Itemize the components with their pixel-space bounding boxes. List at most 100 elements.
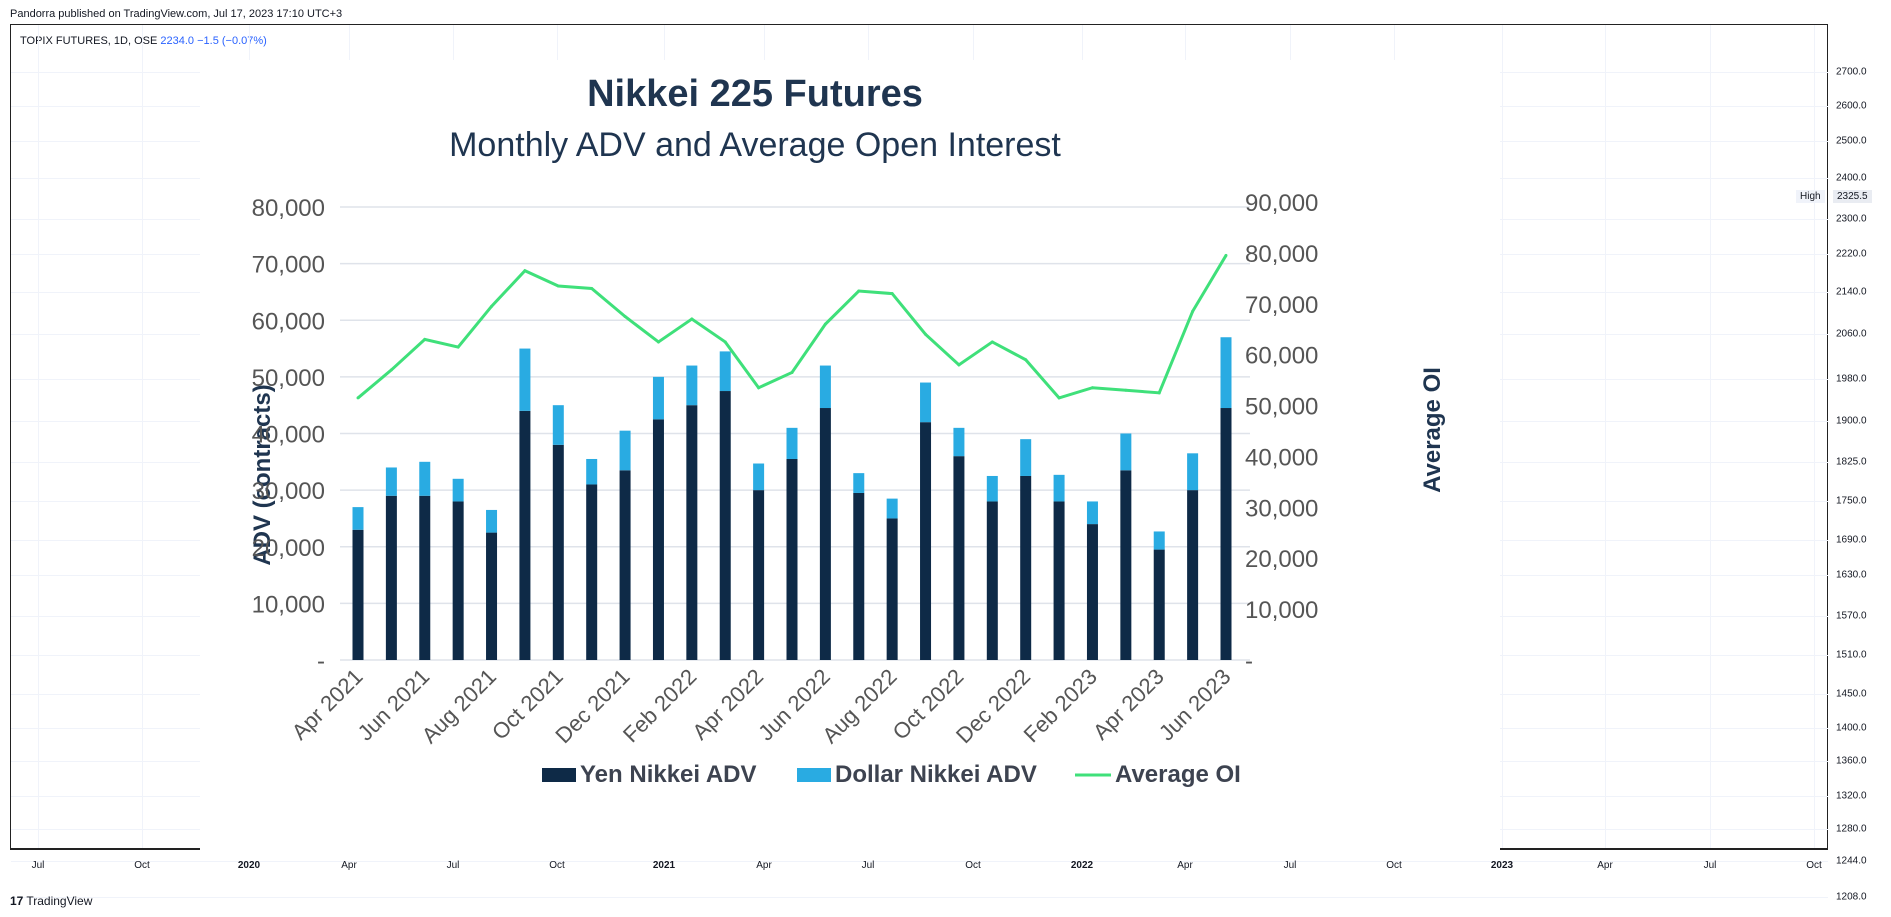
average-oi-point xyxy=(857,289,861,293)
bar-dollar-adv xyxy=(619,430,631,471)
y-tick-label: 30,000 xyxy=(252,478,325,505)
price-axis-label: 2140.0 xyxy=(1836,286,1867,298)
bar-dollar-adv xyxy=(886,498,898,519)
bar-yen-adv xyxy=(552,444,564,660)
legend-label: Average OI xyxy=(1115,761,1241,788)
high-value: 2325.5 xyxy=(1833,190,1872,203)
vertical-gridline xyxy=(142,25,143,848)
horizontal-gridline xyxy=(11,861,1828,863)
average-oi-point xyxy=(1191,309,1195,313)
time-axis-label: Apr xyxy=(1597,860,1613,871)
price-axis-label: 1244.0 xyxy=(1836,855,1867,867)
y2-tick-label: 20,000 xyxy=(1245,546,1318,573)
bar-yen-adv xyxy=(352,529,364,660)
bar-dollar-adv xyxy=(1153,531,1165,550)
symbol-price: 2234.0 −1.5 (−0.07%) xyxy=(160,35,267,47)
average-oi-point xyxy=(790,370,794,374)
x-tick-label: Aug 2022 xyxy=(817,664,901,748)
chart-subtitle: Monthly ADV and Average Open Interest xyxy=(449,126,1061,164)
time-axis-label: Oct xyxy=(134,860,150,871)
average-oi-point xyxy=(690,317,694,321)
price-axis-label: 1450.0 xyxy=(1836,688,1867,700)
x-tick-label: Aug 2021 xyxy=(417,664,501,748)
price-axis[interactable]: 2700.0 2600.0 2500.0 2400.0 2300.0 2220.0 2140… xyxy=(1828,24,1891,903)
time-axis-label: Jul xyxy=(1703,860,1717,871)
y2-tick-label: 50,000 xyxy=(1245,394,1318,421)
y2-axis-title: Average OI xyxy=(1419,367,1446,493)
symbol-info[interactable]: TOPIX FUTURES, 1D, OSE 2234.0 −1.5 (−0.0… xyxy=(20,35,267,47)
price-axis-label: 2300.0 xyxy=(1836,213,1867,225)
price-axis-label: 1980.0 xyxy=(1836,373,1867,385)
average-oi-point xyxy=(423,337,427,341)
bar-dollar-adv xyxy=(552,405,564,445)
bar-yen-adv xyxy=(686,405,698,660)
time-axis-label: 2021 xyxy=(652,860,676,871)
y-tick-label: 70,000 xyxy=(252,252,325,279)
bar-dollar-adv xyxy=(1020,439,1032,476)
average-oi-point xyxy=(356,396,360,400)
bar-yen-adv xyxy=(452,501,464,660)
vertical-gridline xyxy=(1502,25,1503,848)
price-axis-label: 1510.0 xyxy=(1836,649,1867,661)
bar-dollar-adv xyxy=(1120,433,1132,471)
price-axis-label: 1825.0 xyxy=(1836,456,1867,468)
average-oi-point xyxy=(757,386,761,390)
embedded-chart-image: Nikkei 225 Futures Monthly ADV and Avera… xyxy=(200,60,1500,850)
price-axis-label: 1900.0 xyxy=(1836,415,1867,427)
bar-yen-adv xyxy=(1187,490,1199,660)
average-oi-point xyxy=(1057,396,1061,400)
price-axis-label: 2220.0 xyxy=(1836,248,1867,260)
legend-label: Dollar Nikkei ADV xyxy=(835,761,1037,788)
x-tick-label: Feb 2022 xyxy=(618,664,701,747)
average-oi-point xyxy=(823,322,827,326)
y2-tick-label: 40,000 xyxy=(1245,444,1318,471)
bar-yen-adv xyxy=(886,518,898,660)
bar-yen-adv xyxy=(753,490,765,660)
x-tick-label: Dec 2022 xyxy=(951,664,1035,748)
price-axis-label: 1630.0 xyxy=(1836,569,1867,581)
bar-dollar-adv xyxy=(920,382,932,423)
bar-dollar-adv xyxy=(652,376,664,420)
tradingview-icon: 17 xyxy=(10,894,24,908)
vertical-gridline xyxy=(1814,25,1815,848)
y2-tick-label: 60,000 xyxy=(1245,343,1318,370)
average-oi-point xyxy=(490,304,494,308)
y-axis-title: ADV (contracts) xyxy=(249,384,276,565)
bar-dollar-adv xyxy=(486,509,498,533)
chart-legend: Yen Nikkei ADV Dollar Nikkei ADV Average O… xyxy=(542,761,1241,788)
time-axis-label: 2022 xyxy=(1070,860,1094,871)
y-tick-label: - xyxy=(317,648,325,675)
price-axis-label: 1208.0 xyxy=(1836,891,1867,903)
price-axis-label: 1320.0 xyxy=(1836,790,1867,802)
bar-dollar-adv xyxy=(853,473,865,493)
price-axis-label: 1400.0 xyxy=(1836,722,1867,734)
price-axis-label: 1690.0 xyxy=(1836,534,1867,546)
legend-swatch xyxy=(797,768,831,782)
bar-dollar-adv xyxy=(385,467,397,496)
x-tick-label: Feb 2023 xyxy=(1019,664,1102,747)
time-axis-label: Jul xyxy=(1283,860,1297,871)
time-axis-label: Oct xyxy=(965,860,981,871)
x-tick-label: Jun 2023 xyxy=(1154,664,1236,746)
bar-dollar-adv xyxy=(1053,474,1065,502)
horizontal-gridline xyxy=(11,897,1828,898)
bar-dollar-adv xyxy=(986,475,998,502)
bar-yen-adv xyxy=(920,422,932,660)
price-axis-label: 1750.0 xyxy=(1836,495,1867,507)
bar-yen-adv xyxy=(719,391,731,660)
bar-yen-adv xyxy=(786,458,798,660)
average-oi-point xyxy=(1024,358,1028,362)
tradingview-logo[interactable]: 17 TradingView xyxy=(10,894,92,908)
bar-dollar-adv xyxy=(953,427,965,457)
x-tick-label: Apr 2023 xyxy=(1088,664,1169,745)
time-axis-label: Jul xyxy=(446,860,460,871)
bar-dollar-adv xyxy=(819,365,831,409)
x-tick-label: Dec 2021 xyxy=(550,664,634,748)
y2-tick-label: 30,000 xyxy=(1245,495,1318,522)
average-oi-point xyxy=(957,363,961,367)
price-axis-label: 2500.0 xyxy=(1836,135,1867,147)
vertical-gridline xyxy=(1605,25,1606,848)
bar-dollar-adv xyxy=(452,478,464,502)
average-oi-point xyxy=(1090,386,1094,390)
price-axis-label: 1280.0 xyxy=(1836,823,1867,835)
